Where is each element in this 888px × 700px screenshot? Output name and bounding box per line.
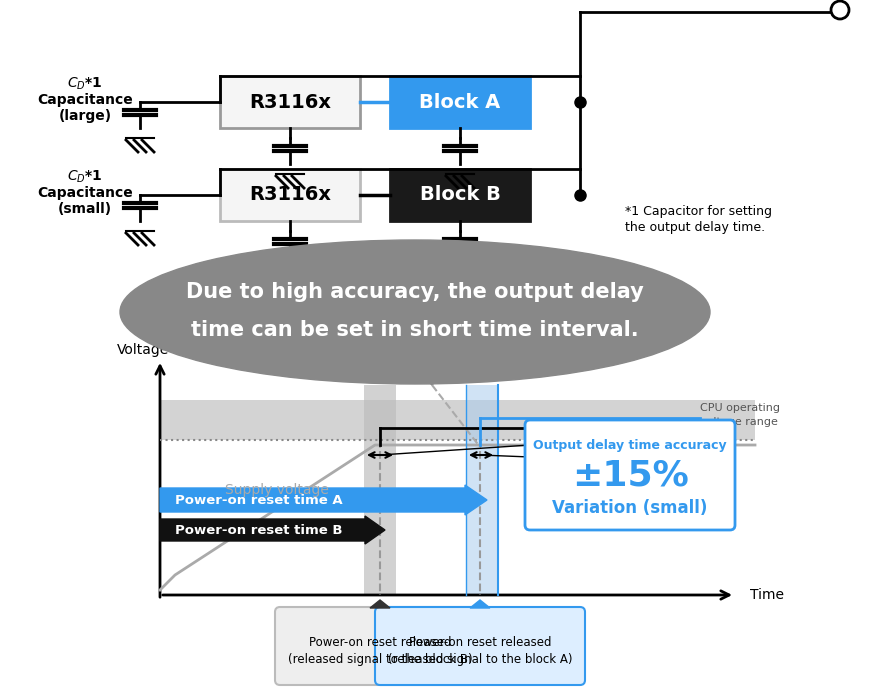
FancyBboxPatch shape [220,76,360,128]
Bar [466,385,498,595]
Text: Supply voltage: Supply voltage [225,483,329,497]
Text: $C_D$*1: $C_D$*1 [67,76,103,92]
FancyArrow shape [160,516,385,544]
Text: Capacitance: Capacitance [37,93,133,107]
Text: (large): (large) [59,109,112,123]
Polygon shape [414,369,450,385]
Text: Block B: Block B [419,186,501,204]
Text: (small): (small) [58,202,112,216]
Text: (released signal to the block B): (released signal to the block B) [288,654,472,666]
FancyBboxPatch shape [525,420,735,530]
Text: $C_D$*1: $C_D$*1 [67,169,103,186]
FancyBboxPatch shape [220,169,360,221]
FancyBboxPatch shape [375,607,585,685]
Text: Output delay time accuracy: Output delay time accuracy [533,438,726,452]
Text: (released signal to the block A): (released signal to the block A) [388,654,572,666]
Polygon shape [370,600,390,608]
Text: time can be set in short time interval.: time can be set in short time interval. [191,320,638,340]
Text: Power-on reset time B: Power-on reset time B [175,524,343,536]
FancyArrow shape [160,485,487,515]
FancyBboxPatch shape [390,76,530,128]
Text: R3116x: R3116x [249,186,331,204]
Text: the output delay time.: the output delay time. [625,220,765,234]
Text: R3116x: R3116x [249,92,331,111]
Text: Power-on reset time A: Power-on reset time A [175,494,343,507]
Text: Variation (small): Variation (small) [552,499,708,517]
Polygon shape [470,600,490,608]
FancyBboxPatch shape [275,607,485,685]
Text: *1 Capacitor for setting: *1 Capacitor for setting [625,206,772,218]
Circle shape [831,1,849,19]
Text: Power-on reset released: Power-on reset released [408,636,551,648]
Ellipse shape [120,240,710,384]
Text: CPU operating: CPU operating [700,403,780,413]
FancyBboxPatch shape [390,169,530,221]
Text: Voltage: Voltage [117,343,169,357]
Bar [364,385,396,595]
Text: Capacitance: Capacitance [37,186,133,200]
Text: ±15%: ±15% [572,458,688,492]
Text: Block A: Block A [419,92,501,111]
Text: voltage range: voltage range [700,417,778,427]
Bar [160,400,755,440]
Text: Due to high accuracy, the output delay: Due to high accuracy, the output delay [186,282,644,302]
Text: Power-on reset released: Power-on reset released [309,636,451,648]
Text: Time: Time [750,588,784,602]
